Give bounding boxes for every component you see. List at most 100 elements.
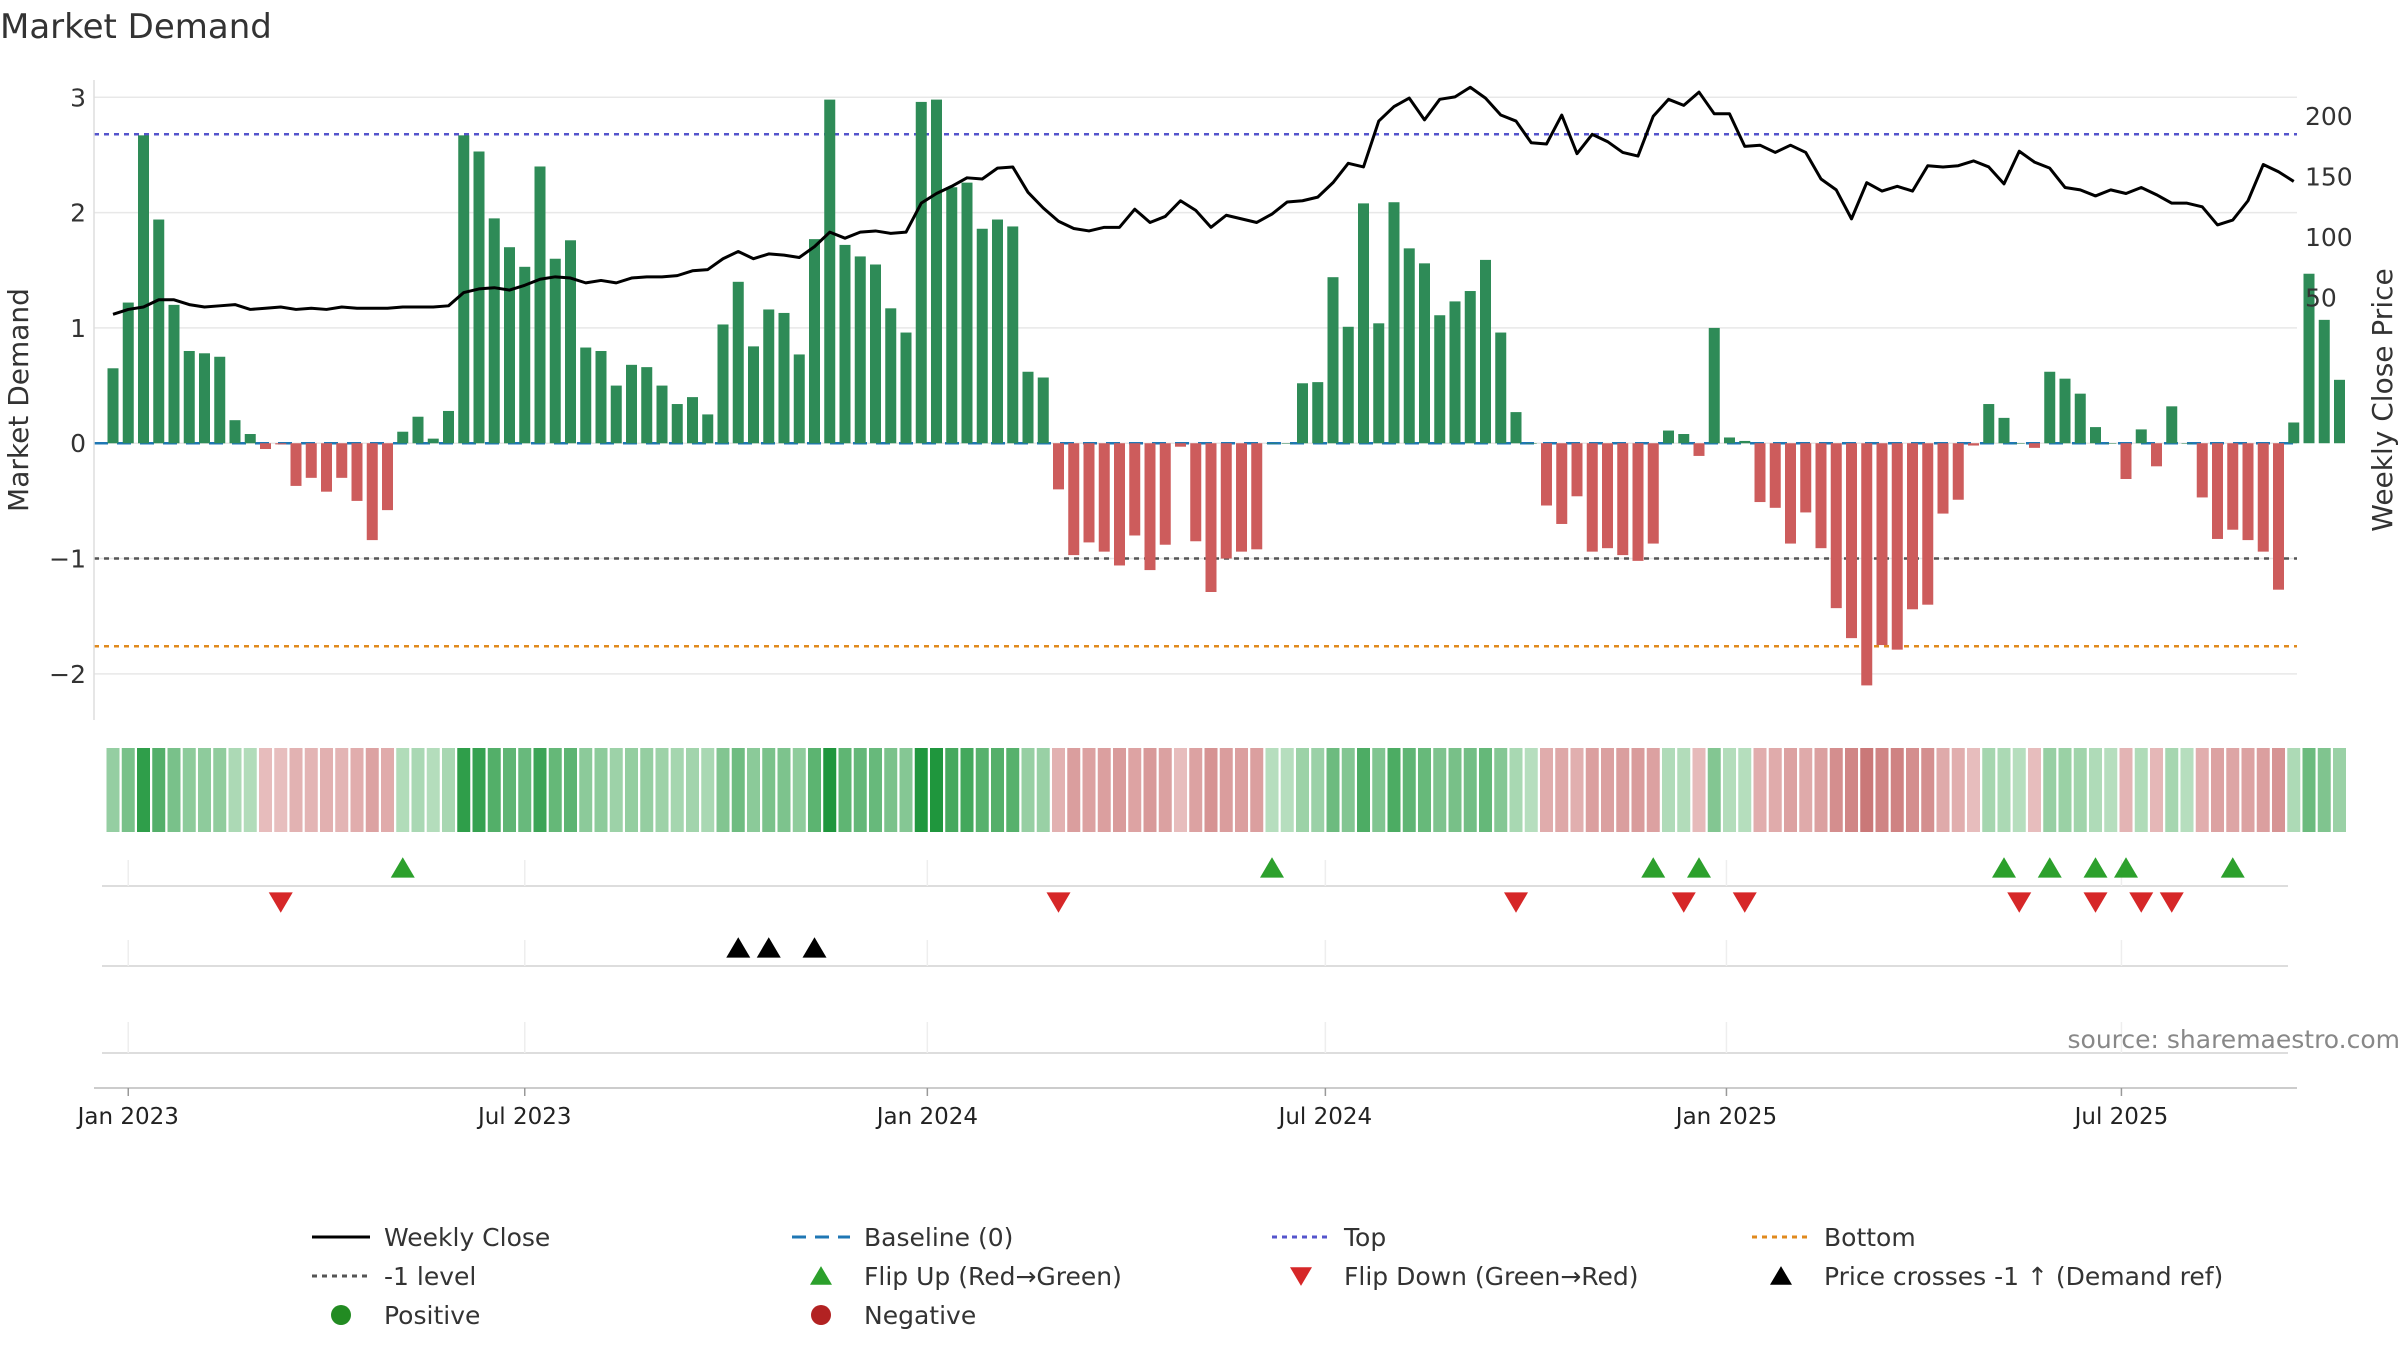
strip-cell (2028, 748, 2041, 832)
strip-cell (1158, 748, 1172, 832)
strip-cell (1296, 748, 1309, 832)
demand-bar (122, 302, 134, 444)
demand-bar (336, 443, 348, 478)
demand-bar (2151, 443, 2162, 467)
strip-cell (335, 748, 349, 832)
y2-tick-label: 200 (2305, 102, 2353, 131)
demand-bar (1495, 332, 1507, 444)
strip-cell (350, 748, 364, 832)
strip-cell (411, 748, 425, 832)
strip-cell (1418, 748, 1431, 832)
demand-bar (1434, 315, 1446, 444)
strip-cell (2180, 748, 2194, 832)
strip-cell (853, 748, 867, 832)
strip-cell (945, 748, 959, 832)
strip-cell (1219, 748, 1233, 832)
demand-bar (1281, 443, 1293, 444)
demand-bar (1846, 443, 1857, 639)
strip-cell (152, 748, 166, 832)
strip-cell (2119, 748, 2133, 832)
strip-cell (548, 748, 562, 832)
y-tick-label: 1 (70, 314, 86, 343)
demand-bar (687, 397, 698, 444)
strip-cell (670, 748, 684, 832)
demand-bar (854, 256, 866, 444)
strip-cell (442, 748, 455, 832)
strip-cell (655, 748, 669, 832)
demand-bar (2166, 406, 2178, 444)
legend-label: Positive (384, 1301, 480, 1330)
demand-bar (702, 414, 714, 444)
demand-bar (1251, 443, 1263, 550)
strip-cell (1646, 748, 1660, 832)
flip-down-marker (268, 892, 293, 913)
strip-cell (1463, 748, 1477, 832)
demand-bar (1785, 443, 1796, 544)
strip-cell (1967, 748, 1980, 832)
demand-bar (1586, 443, 1598, 552)
demand-bar (138, 135, 149, 444)
price-cross-marker (802, 937, 827, 958)
strip-cell (1052, 748, 1065, 832)
demand-bar (1602, 443, 1613, 549)
strip-cell (1524, 748, 1538, 832)
demand-bar (2242, 443, 2254, 541)
strip-cell (1402, 748, 1416, 832)
demand-bars (107, 99, 2345, 686)
grid-lines (94, 96, 2297, 675)
weekly-close-line (112, 85, 2295, 316)
demand-bar (748, 346, 759, 444)
demand-bar (2334, 379, 2345, 444)
demand-bar (992, 219, 1003, 444)
strip-cell (137, 748, 150, 832)
legend-label: Price crosses -1 ↑ (Demand ref) (1824, 1262, 2223, 1291)
strip-cell (1189, 748, 1203, 832)
strip-cell (396, 748, 410, 832)
price-cross-row (726, 937, 827, 958)
strip-cell (1631, 748, 1645, 832)
flip-down-marker (1732, 892, 1757, 913)
strip-cell (1601, 748, 1614, 832)
demand-bar (260, 443, 271, 450)
demand-bar (1053, 443, 1064, 490)
strip-cell (1814, 748, 1828, 832)
strip-cell (1494, 748, 1508, 832)
strip-cell (731, 748, 745, 832)
strip-cell (1570, 748, 1584, 832)
flip-down-marker (2159, 892, 2184, 913)
demand-bar (1663, 430, 1674, 444)
strip-cell (2104, 748, 2118, 832)
y2-tick-label: 100 (2305, 223, 2353, 252)
strip-cell (686, 748, 699, 832)
demand-bar (2303, 273, 2315, 444)
strip-cell (1433, 748, 1447, 832)
strip-cell (609, 748, 623, 832)
demand-bar (1464, 291, 1476, 444)
demand-bar (885, 308, 897, 444)
strip-cell (472, 748, 486, 832)
demand-bar (1190, 443, 1202, 542)
demand-bar (1388, 202, 1400, 444)
strip-cell (1006, 748, 1020, 832)
demand-bar (900, 332, 912, 444)
demand-bar (2044, 371, 2056, 444)
y2-axis-label: Weekly Close Price (2366, 268, 2399, 531)
y-axis-label: Market Demand (2, 288, 35, 512)
demand-bar (412, 416, 424, 444)
demand-bar (641, 367, 653, 444)
strip-cell (198, 748, 211, 832)
demand-bar (2181, 443, 2193, 444)
strip-cell (1280, 748, 1294, 832)
strip-cell (381, 748, 394, 832)
flip-up-marker (2083, 857, 2108, 878)
demand-bar (1007, 226, 1019, 444)
legend-label: -1 level (384, 1262, 476, 1291)
demand-bar (107, 368, 119, 444)
strip-cell (975, 748, 989, 832)
strip-cell (1540, 748, 1553, 832)
strip-cell (1326, 748, 1340, 832)
demand-bar (1815, 443, 1827, 549)
flip-up-marker (1992, 857, 2016, 878)
demand-bar (1571, 443, 1583, 497)
demand-bar (458, 135, 470, 444)
